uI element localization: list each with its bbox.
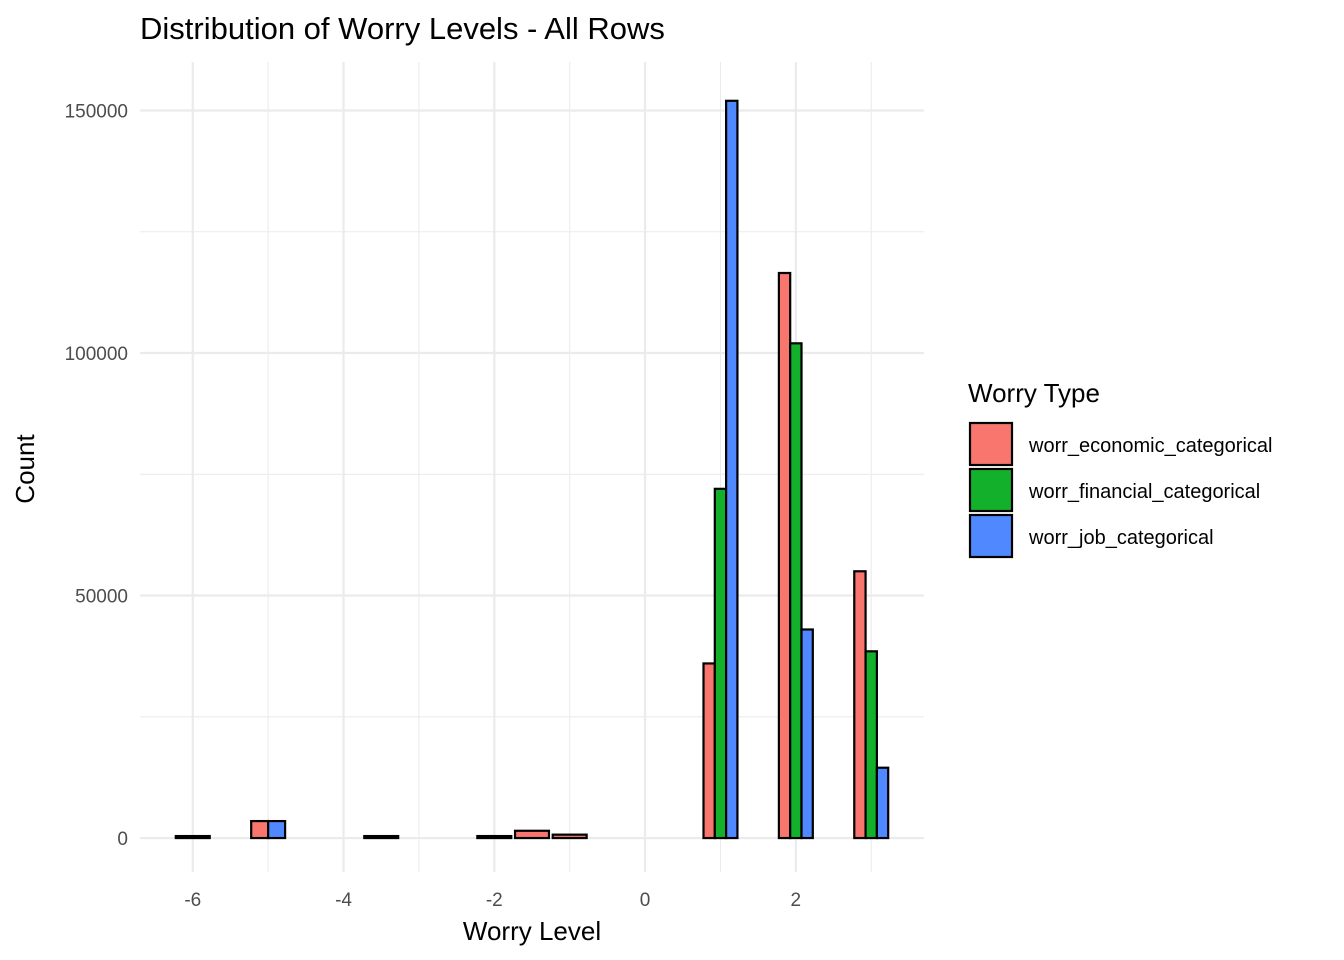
bar-worr_job_categorical	[800, 628, 814, 840]
bar-worr_job_categorical	[267, 819, 287, 840]
bars	[174, 99, 890, 840]
bar-worr_job_categorical	[725, 99, 739, 840]
y-tick-label: 100000	[65, 344, 128, 365]
bar-worr_job_categorical	[875, 766, 890, 840]
legend-key-worr_job_categorical	[968, 513, 1014, 559]
bar-worr_economic_categorical	[363, 834, 400, 840]
bar-worr_economic_categorical	[174, 834, 211, 840]
bar-worr_economic_categorical	[702, 662, 716, 840]
x-tick-label: 2	[791, 890, 802, 911]
y-tick-label: 50000	[75, 587, 128, 608]
bar-worr_economic_categorical	[551, 833, 588, 840]
legend-items: worr_economic_categorical worr_financial_…	[968, 421, 1272, 559]
legend-key-worr_financial_categorical	[968, 467, 1014, 513]
legend-label: worr_financial_categorical	[1028, 481, 1260, 503]
chart-title: Distribution of Worry Levels - All Rows	[140, 11, 665, 46]
bar-worr_economic_categorical	[250, 819, 270, 840]
x-tick-label: -6	[184, 890, 201, 911]
x-tick-label: -2	[486, 890, 503, 911]
y-axis-ticks: 0 50000 100000 150000	[65, 102, 128, 851]
y-axis-title: Count	[10, 434, 40, 504]
x-axis-title: Worry Level	[463, 916, 601, 946]
y-tick-label: 150000	[65, 102, 128, 123]
legend-label: worr_economic_categorical	[1028, 435, 1272, 457]
bar-worr_economic_categorical	[777, 271, 792, 840]
x-tick-label: -4	[335, 890, 352, 911]
x-tick-label: 0	[640, 890, 651, 911]
bar-worr_financial_categorical	[789, 342, 803, 840]
bar-worr_economic_categorical	[476, 834, 513, 840]
y-tick-label: 0	[117, 829, 128, 850]
legend-key-worr_economic_categorical	[968, 421, 1014, 467]
bar-worr_financial_categorical	[713, 487, 728, 840]
legend: Worry Type worr_economic_categoricalworr…	[968, 378, 1272, 559]
x-axis-ticks: -6 -4 -2 0 2	[184, 890, 801, 911]
legend-title: Worry Type	[968, 378, 1100, 408]
bar-worr_financial_categorical	[864, 650, 878, 840]
legend-label: worr_job_categorical	[1028, 527, 1214, 549]
bar-worr_economic_categorical	[513, 829, 551, 840]
bar-worr_economic_categorical	[853, 570, 867, 840]
